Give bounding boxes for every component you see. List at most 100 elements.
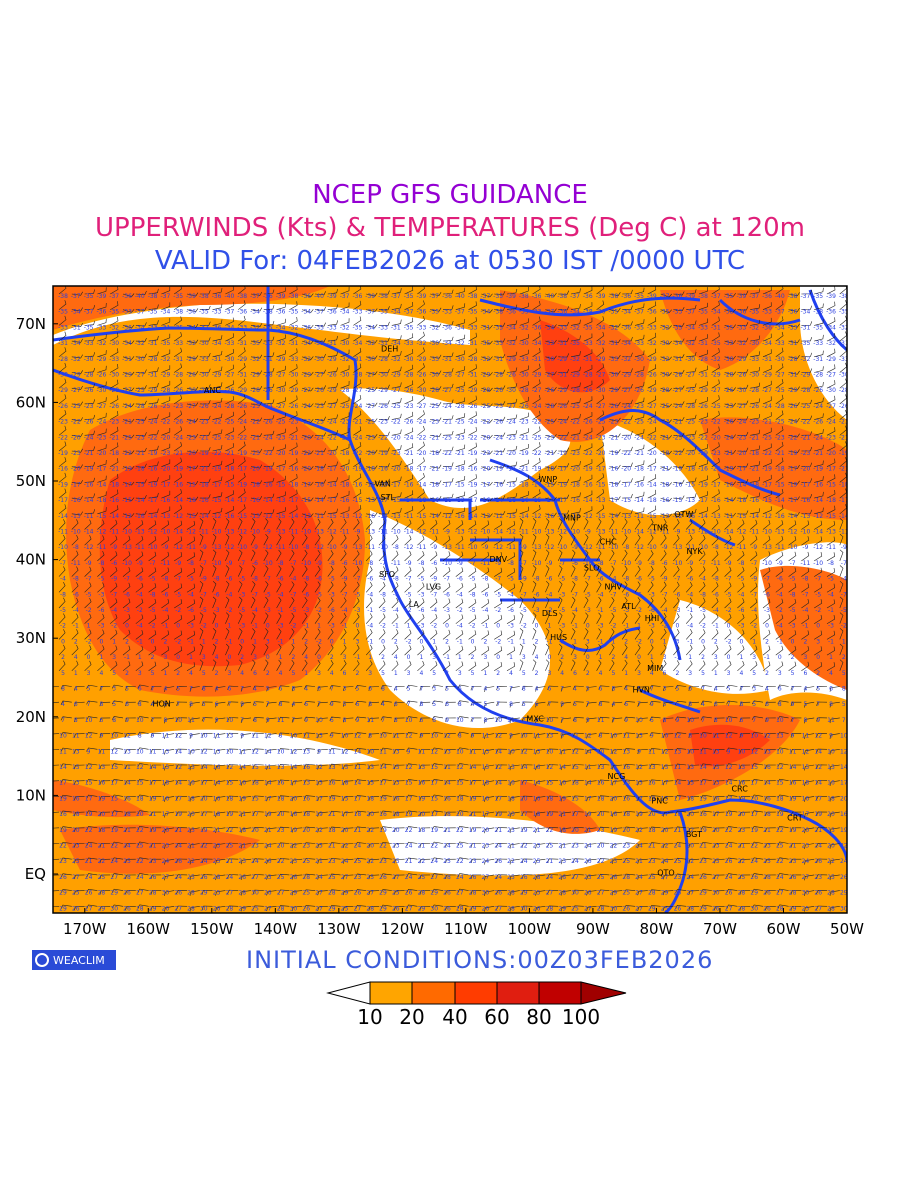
temperature-value: -24: [506, 419, 516, 426]
temperature-value: -5: [726, 591, 732, 598]
wind-barb: [122, 293, 135, 297]
temperature-value: -30: [660, 372, 670, 379]
temperature-value: 7: [189, 686, 193, 693]
temperature-value: 27: [315, 890, 323, 897]
temperature-value: -10: [160, 529, 170, 536]
temperature-value: -33: [199, 356, 209, 363]
temperature-value: 25: [328, 874, 336, 881]
temperature-value: -32: [608, 324, 618, 331]
temperature-value: -30: [749, 340, 759, 347]
temperature-value: 25: [648, 874, 656, 881]
temperature-value: 16: [789, 780, 797, 787]
wind-barb: [494, 338, 506, 343]
temperature-value: -30: [775, 356, 785, 363]
temperature-value: 9: [586, 717, 590, 724]
temperature-value: 15: [802, 764, 810, 771]
wind-barb: [135, 322, 147, 327]
temperature-value: 8: [573, 717, 577, 724]
wind-barb: [417, 331, 425, 342]
temperature-value: 1: [163, 670, 167, 677]
temperature-value: 1: [227, 623, 231, 630]
temperature-value: -26: [288, 403, 298, 410]
temperature-value: 17: [162, 811, 170, 818]
wind-zone-40kt: [760, 565, 847, 690]
temperature-value: 17: [494, 795, 502, 802]
temperature-value: -3: [559, 591, 565, 598]
temperature-value: -21: [724, 450, 734, 457]
temperature-value: -19: [698, 481, 708, 488]
temperature-value: -31: [762, 356, 772, 363]
temperature-value: 4: [394, 686, 398, 693]
temperature-value: -3: [329, 623, 335, 630]
temperature-value: 21: [763, 827, 771, 834]
temperature-value: -18: [519, 481, 529, 488]
wind-zone-40kt: [700, 417, 847, 520]
temperature-value: -1: [623, 623, 629, 630]
temperature-value: -3: [418, 591, 424, 598]
temperature-value: 27: [136, 890, 144, 897]
temperature-value: 12: [200, 748, 208, 755]
temperature-value: 7: [650, 686, 654, 693]
temperature-value: 3: [663, 686, 667, 693]
temperature-value: 1: [483, 670, 487, 677]
wind-barb: [186, 308, 199, 313]
wind-barb: [468, 317, 477, 326]
temperature-value: 28: [738, 890, 746, 897]
temperature-value: 7: [266, 701, 270, 708]
temperature-value: 27: [341, 874, 349, 881]
temperature-value: 15: [72, 764, 80, 771]
temperature-value: -29: [288, 387, 298, 394]
temperature-value: 27: [635, 890, 643, 897]
wind-barb: [737, 290, 749, 295]
temperature-value: -40: [455, 293, 465, 300]
temperature-value: -31: [468, 372, 478, 379]
temperature-value: -36: [442, 293, 452, 300]
temperature-value: 0: [778, 654, 782, 661]
temperature-value: -4: [252, 607, 258, 614]
temperature-value: -12: [813, 544, 823, 551]
temperature-value: -23: [224, 434, 234, 441]
temperature-value: -12: [788, 529, 798, 536]
temperature-value: -24: [532, 403, 542, 410]
temperature-value: 29: [699, 905, 707, 912]
temperature-value: -12: [762, 513, 772, 520]
temperature-value: -25: [455, 387, 465, 394]
temperature-value: -6: [546, 576, 552, 583]
temperature-value: -27: [775, 372, 785, 379]
temperature-value: -26: [84, 419, 94, 426]
temperature-value: -3: [790, 623, 796, 630]
temperature-value: -7: [290, 560, 296, 567]
wind-barb: [698, 334, 708, 342]
temperature-value: 4: [535, 686, 539, 693]
temperature-value: 19: [418, 795, 426, 802]
temperature-value: 7: [727, 701, 731, 708]
temperature-value: 3: [227, 670, 231, 677]
temperature-value: 8: [458, 701, 462, 708]
temperature-value: 24: [750, 858, 758, 865]
temperature-value: 17: [712, 811, 720, 818]
temperature-value: 3: [675, 638, 679, 645]
temperature-value: -29: [788, 387, 798, 394]
temperature-value: -6: [777, 576, 783, 583]
temperature-value: -34: [122, 340, 132, 347]
temperature-value: -18: [544, 466, 554, 473]
temperature-value: 3: [803, 654, 807, 661]
wind-barb: [609, 307, 621, 312]
temperature-value: -2: [726, 638, 732, 645]
temperature-value: 26: [290, 874, 298, 881]
wind-barb: [71, 323, 83, 328]
temperature-value: -21: [288, 434, 298, 441]
temperature-value: -31: [58, 340, 68, 347]
temperature-value: 24: [430, 858, 438, 865]
temperature-value: 15: [85, 780, 93, 787]
temperature-value: 8: [599, 701, 603, 708]
temperature-value: -28: [378, 356, 388, 363]
temperature-value: -29: [736, 356, 746, 363]
temperature-value: -23: [276, 434, 286, 441]
temperature-value: -7: [290, 591, 296, 598]
temperature-value: 15: [341, 764, 349, 771]
temperature-value: -26: [608, 403, 618, 410]
temperature-value: 18: [392, 811, 400, 818]
temperature-value: -4: [713, 607, 719, 614]
temperature-value: -5: [86, 591, 92, 598]
